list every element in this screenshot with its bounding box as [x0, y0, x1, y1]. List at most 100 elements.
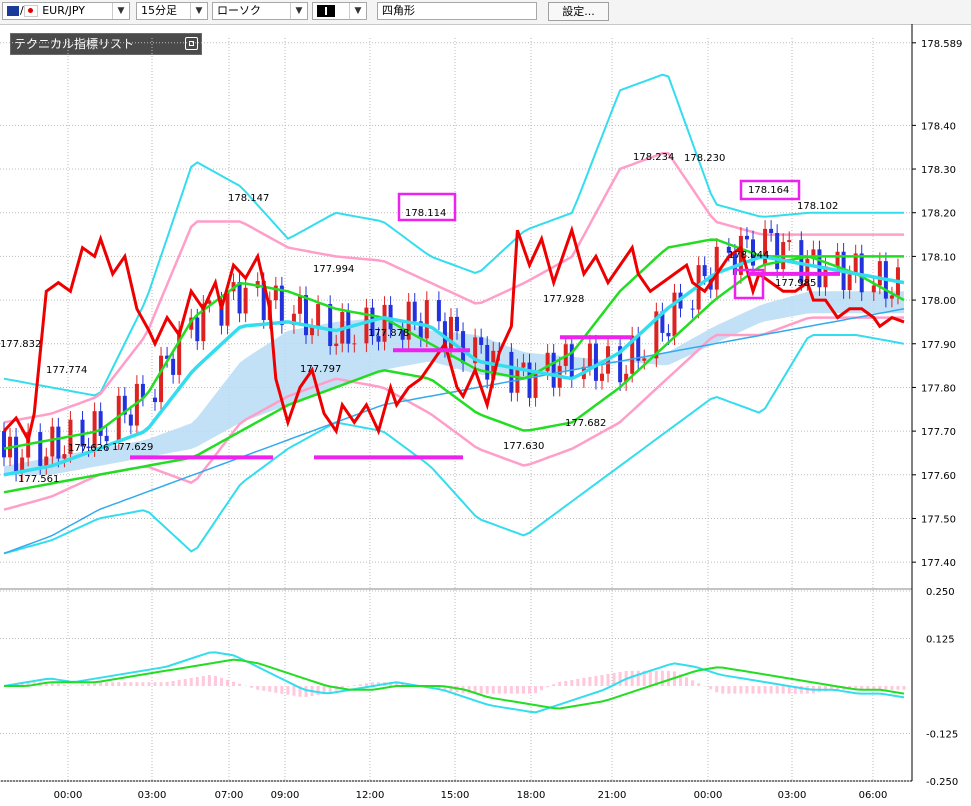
chevron-down-icon[interactable]: ▼	[190, 3, 207, 19]
settings-button[interactable]: 設定...	[548, 2, 609, 21]
chevron-down-icon[interactable]: ▼	[290, 3, 307, 19]
ma-green-fast	[3, 238, 905, 450]
macd-histogram-bar	[238, 683, 242, 686]
candle-body	[660, 311, 665, 333]
candle-body	[811, 249, 816, 259]
macd-histogram-bar	[576, 678, 580, 686]
candle-body	[847, 274, 852, 291]
price-label: 178.147	[228, 193, 269, 204]
chevron-down-icon[interactable]: ▼	[349, 3, 366, 19]
macd-histogram-bar	[62, 684, 66, 686]
macd-histogram-bar	[177, 679, 181, 686]
macd-histogram-bar	[679, 674, 683, 686]
ma-cyan	[3, 255, 905, 477]
candle-body	[666, 332, 671, 337]
chart-type-select[interactable]: ローソク ▼	[212, 2, 308, 20]
price-label: 177.928	[543, 294, 584, 305]
price-label: 177.832	[0, 339, 41, 350]
candle-body	[769, 228, 774, 233]
candle-body	[44, 456, 49, 466]
candle-body	[134, 383, 139, 426]
macd-histogram-bar	[727, 686, 731, 694]
candle-body	[521, 362, 526, 368]
macd-histogram-bar	[781, 686, 785, 694]
candle-body	[14, 436, 19, 473]
candle-body	[877, 261, 882, 286]
macd-histogram-bar	[268, 686, 272, 692]
macd-histogram-bar	[129, 682, 133, 686]
macd-histogram-bar	[751, 686, 755, 694]
candle-body	[823, 266, 828, 288]
macd-histogram-bar	[256, 686, 260, 690]
chevron-down-icon[interactable]: ▼	[112, 3, 129, 19]
indicator-list-panel[interactable]: テクニカル指標リスト	[10, 33, 202, 55]
x-tick-label: 07:00	[215, 790, 244, 801]
candle-body	[726, 246, 731, 253]
macd-histogram-bar	[87, 683, 91, 686]
shape-field[interactable]: 四角形	[377, 2, 537, 20]
macd-histogram-bar	[866, 686, 870, 690]
candle-body	[551, 352, 556, 388]
maximize-icon[interactable]	[185, 37, 198, 50]
macd-histogram-bar	[648, 670, 652, 686]
price-label: 178.114	[405, 208, 446, 219]
macd-histogram-bar	[165, 681, 169, 686]
macd-histogram-bar	[485, 686, 489, 694]
macd-histogram-bar	[304, 686, 308, 698]
price-label: 178.230	[684, 153, 725, 164]
candle-body	[479, 337, 484, 345]
price-label: 177.878	[368, 328, 409, 339]
macd-histogram-bar	[286, 686, 290, 695]
macd-tick-label: -0.250	[926, 777, 958, 788]
y-tick-label: 178.30	[921, 165, 956, 176]
price-label: 177.797	[300, 364, 341, 375]
macd-histogram-bar	[93, 682, 97, 686]
macd-histogram-bar	[588, 676, 592, 686]
price-label: 177.774	[46, 365, 87, 376]
candle-body	[593, 343, 598, 381]
candle-body	[690, 308, 695, 310]
candle-body	[509, 351, 514, 393]
candle-body	[201, 303, 206, 342]
macd-signal-line	[4, 658, 905, 710]
macd-histogram-bar	[183, 678, 187, 686]
macd-histogram-bar	[328, 686, 332, 693]
macd-histogram-bar	[473, 686, 477, 694]
macd-histogram-bar	[437, 686, 441, 690]
x-tick-label: 15:00	[441, 790, 470, 801]
drawing-objects[interactable]	[130, 179, 840, 460]
price-label: 178.234	[633, 152, 674, 163]
macd-histogram-bar	[358, 684, 362, 686]
macd-histogram-bar	[570, 679, 574, 686]
candle-body	[243, 287, 248, 314]
indicator-list-title: テクニカル指標リスト	[14, 37, 135, 51]
candle-body	[624, 373, 629, 383]
candle-body	[92, 411, 97, 449]
y-tick-label: 177.60	[921, 471, 956, 482]
macd-histogram-bar	[896, 686, 900, 690]
box-marker	[739, 179, 801, 201]
macd-histogram-bar	[552, 684, 556, 686]
symbol-select[interactable]: / EUR/JPY ▼	[2, 2, 130, 20]
macd-histogram-bar	[503, 686, 507, 694]
candle-body	[382, 304, 387, 342]
x-tick-label: 03:00	[778, 790, 807, 801]
price-axis: 178.589 178.40 178.30 178.20 178.10 178.00 177…	[911, 24, 962, 781]
macd-histogram-bar	[195, 676, 199, 686]
macd-histogram-bar	[159, 682, 163, 686]
macd-histogram-bar	[558, 681, 562, 686]
candle-body	[177, 329, 182, 375]
macd-histogram-bar	[769, 686, 773, 694]
indicator-lines	[2, 225, 905, 555]
timeframe-select[interactable]: 15分足 ▼	[136, 2, 208, 20]
draw-tool-select[interactable]: ▼	[312, 2, 367, 20]
candle-body	[165, 355, 170, 359]
price-chart[interactable]: 177.832 177.774 177.626 177.629 177.561 178.1…	[0, 24, 971, 806]
macd-histogram-bar	[316, 686, 320, 696]
price-labels: 177.832 177.774 177.626 177.629 177.561 178.1…	[0, 152, 838, 485]
macd-histogram-bar	[709, 686, 713, 690]
x-tick-label: 06:00	[859, 790, 888, 801]
candle-body	[310, 327, 315, 336]
macd-histogram-bar	[697, 683, 701, 686]
macd-histogram-bar	[890, 686, 894, 690]
